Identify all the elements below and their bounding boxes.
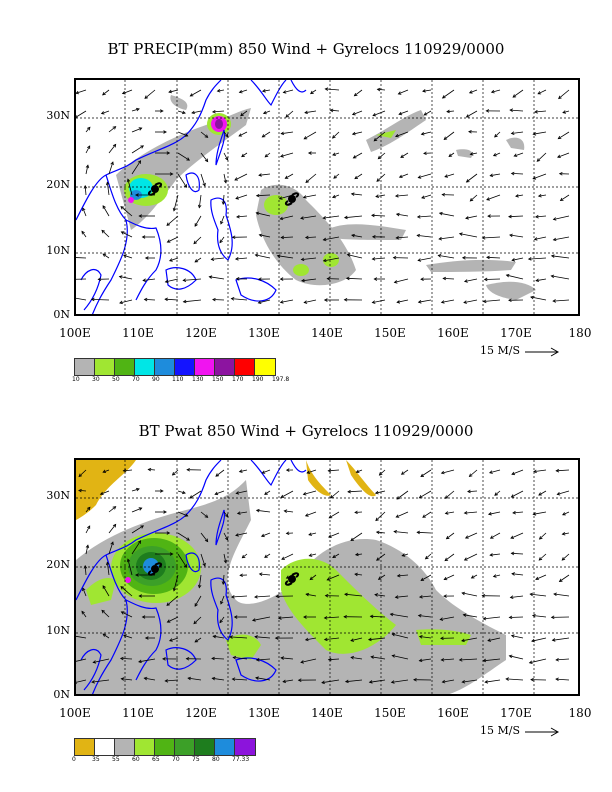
- legend-swatch: [135, 739, 155, 755]
- p1-xtick-160e: 160E: [437, 326, 469, 340]
- legend-swatch: [215, 359, 235, 375]
- p2-xtick-170e: 170E: [500, 706, 532, 720]
- legend-label: 190: [252, 376, 264, 383]
- p1-color-legend: [74, 358, 276, 376]
- p1-xtick-100e: 100E: [59, 326, 91, 340]
- panel1-map: [74, 78, 580, 316]
- p1-xtick-140e: 140E: [311, 326, 343, 340]
- p1-xtick-130e: 130E: [248, 326, 280, 340]
- p2-color-legend: [74, 738, 256, 756]
- legend-swatch: [175, 359, 195, 375]
- legend-label: 110: [172, 376, 184, 383]
- p2-xtick-150e: 150E: [374, 706, 406, 720]
- p1-ytick-20n: 20N: [46, 178, 70, 191]
- legend-swatch: [195, 359, 215, 375]
- legend-swatch: [215, 739, 235, 755]
- legend-label: 90: [152, 376, 160, 383]
- p2-xtick-130e: 130E: [248, 706, 280, 720]
- wind-vectors-2: [76, 467, 570, 685]
- panel2-map-svg: [76, 460, 578, 694]
- p2-xtick-180: 180: [568, 706, 592, 720]
- p1-ytick-30n: 30N: [46, 109, 70, 122]
- p2-ytick-20n: 20N: [46, 558, 70, 571]
- cyclone-symbol-4: [284, 572, 300, 586]
- legend-swatch: [235, 739, 255, 755]
- legend-swatch: [155, 739, 175, 755]
- legend-swatch: [235, 359, 255, 375]
- p2-xtick-110e: 110E: [122, 706, 154, 720]
- p1-ytick-10n: 10N: [46, 244, 70, 257]
- p2-xtick-100e: 100E: [59, 706, 91, 720]
- legend-label: 80: [212, 756, 220, 763]
- legend-swatch: [75, 739, 95, 755]
- p1-xtick-180: 180: [568, 326, 592, 340]
- p1-xtick-110e: 110E: [122, 326, 154, 340]
- legend-swatch: [115, 359, 135, 375]
- cyclone-symbol-2: [284, 192, 300, 206]
- p2-ytick-0n: 0N: [53, 688, 70, 701]
- coastlines-2: [76, 460, 307, 694]
- legend-label: 0: [72, 756, 76, 763]
- cyclone-symbol-3: [147, 562, 163, 576]
- legend-label: 70: [172, 756, 180, 763]
- legend-label: 65: [152, 756, 160, 763]
- wind-vectors: [76, 87, 570, 305]
- legend-swatch: [195, 739, 215, 755]
- legend-swatch: [75, 359, 95, 375]
- legend-label: 60: [132, 756, 140, 763]
- p1-scale-arrow: [525, 347, 560, 357]
- legend-label: 150: [212, 376, 224, 383]
- p2-xtick-140e: 140E: [311, 706, 343, 720]
- p2-ytick-10n: 10N: [46, 624, 70, 637]
- p2-xtick-120e: 120E: [185, 706, 217, 720]
- precip-shading: [116, 95, 536, 300]
- legend-label: 35: [92, 756, 100, 763]
- p1-ytick-0n: 0N: [53, 308, 70, 321]
- legend-swatch: [95, 739, 115, 755]
- panel1-map-svg: [76, 80, 578, 314]
- legend-label: 170: [232, 376, 244, 383]
- legend-label: 130: [192, 376, 204, 383]
- legend-swatch: [135, 359, 155, 375]
- p2-scale-label: 15 M/S: [480, 724, 520, 737]
- p2-scale-arrow: [525, 727, 560, 737]
- pwat-shading: [76, 460, 578, 694]
- legend-label: 30: [92, 376, 100, 383]
- legend-label: 197.8: [272, 376, 290, 383]
- p1-scale-label: 15 M/S: [480, 344, 520, 357]
- panel1-title: BT PRECIP(mm) 850 Wind + Gyrelocs 110929…: [107, 40, 505, 58]
- panel2-map: [74, 458, 580, 696]
- p1-xtick-170e: 170E: [500, 326, 532, 340]
- legend-swatch: [175, 739, 195, 755]
- p1-xtick-120e: 120E: [185, 326, 217, 340]
- legend-label: 77.33: [232, 756, 250, 763]
- p1-xtick-150e: 150E: [374, 326, 406, 340]
- legend-swatch: [255, 359, 275, 375]
- p2-ytick-30n: 30N: [46, 489, 70, 502]
- legend-label: 50: [112, 376, 120, 383]
- legend-swatch: [115, 739, 135, 755]
- p2-xtick-160e: 160E: [437, 706, 469, 720]
- legend-swatch: [95, 359, 115, 375]
- cyclone-symbol-1: [147, 182, 163, 196]
- legend-label: 10: [72, 376, 80, 383]
- legend-label: 75: [192, 756, 200, 763]
- legend-swatch: [155, 359, 175, 375]
- legend-label: 70: [132, 376, 140, 383]
- legend-label: 55: [112, 756, 120, 763]
- panel2-title: BT Pwat 850 Wind + Gyrelocs 110929/0000: [138, 422, 474, 440]
